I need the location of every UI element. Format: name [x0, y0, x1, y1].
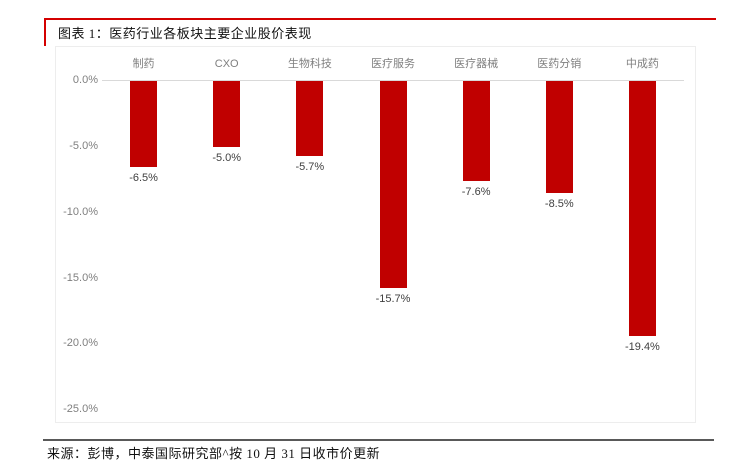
- title-left-rule: [44, 18, 46, 46]
- chart-plot-area: 0.0% -5.0% -10.0% -15.0% -20.0% -25.0% 制药 -6.5%…: [56, 47, 695, 422]
- category-label: 医疗器械: [454, 58, 499, 70]
- source-divider: [43, 439, 714, 441]
- bar-value-label: -5.0%: [212, 151, 242, 164]
- bar: [462, 81, 490, 182]
- category-label: 中成药: [625, 58, 659, 70]
- bar: [628, 81, 656, 337]
- bar: [213, 81, 241, 147]
- bar-value-label: -19.4%: [624, 341, 660, 354]
- category-label: 生物科技: [287, 58, 332, 70]
- bar-chart: 0.0% -5.0% -10.0% -15.0% -20.0% -25.0% 制药 -6.5%…: [55, 46, 696, 423]
- category-label: 医药分销: [537, 58, 582, 70]
- source-text: 来源：彭博，中泰国际研究部^按 10 月 31 日收市价更新: [47, 446, 381, 461]
- bar-value-label: -7.6%: [461, 186, 491, 199]
- category-label: 医疗服务: [371, 58, 415, 70]
- title-top-rule: [44, 18, 716, 20]
- bar: [296, 81, 324, 157]
- y-axis-tick-label: -15.0%: [63, 271, 98, 284]
- bar-value-label: -5.7%: [295, 161, 325, 174]
- bar-value-label: -8.5%: [544, 197, 574, 210]
- bar-value-label: -6.5%: [129, 171, 158, 184]
- figure-title: 图表 1：医药行业各板块主要企业股价表现: [58, 26, 312, 41]
- y-axis-tick-label: -25.0%: [63, 403, 98, 416]
- zero-axis-line: [102, 80, 684, 81]
- y-axis-tick-label: -5.0%: [69, 139, 98, 152]
- category-label: CXO: [214, 58, 239, 70]
- category-label: 制药: [132, 58, 155, 70]
- bar-value-label: -15.7%: [375, 292, 411, 305]
- y-axis-tick-label: -20.0%: [63, 337, 98, 350]
- bar: [379, 81, 407, 288]
- y-axis-tick-label: 0.0%: [72, 74, 98, 86]
- y-axis-tick-label: -10.0%: [63, 205, 98, 218]
- bar: [130, 81, 158, 167]
- bar: [545, 81, 573, 193]
